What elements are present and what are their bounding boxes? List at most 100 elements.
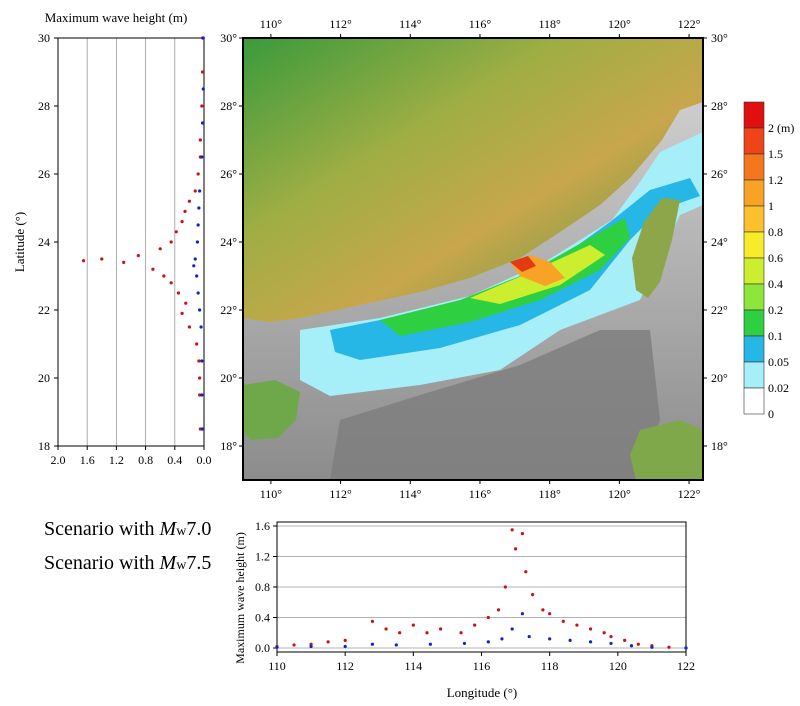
longitude-data-point — [370, 642, 375, 646]
longitude-data-point — [609, 641, 613, 646]
latitude-x-tick-label: 1.2 — [109, 453, 124, 467]
longitude-data-point — [459, 631, 463, 635]
colorbar-cell — [743, 283, 765, 311]
colorbar: 2 (m) 1.5 1.2 1 0.8 0.6 0.4 0.2 0.1 0.05 0.02 0 — [743, 101, 794, 421]
longitude-panel-x-ticks: 110 112 114 116 118 120 122 — [268, 652, 695, 673]
latitude-data-point — [200, 427, 205, 431]
colorbar-label: 0.6 — [768, 251, 783, 265]
hainan-island — [243, 380, 300, 440]
taiwan-island — [632, 198, 680, 298]
legend-s1-val: 7.0 — [186, 518, 212, 540]
latitude-panel-grid — [86, 38, 176, 446]
latitude-data-point — [201, 87, 205, 91]
longitude-data-point — [309, 642, 313, 646]
longitude-data-point — [548, 637, 552, 641]
latitude-y-tick-label: 28 — [38, 99, 50, 113]
latitude-data-point — [195, 274, 199, 278]
map-right-tick-label: 24° — [711, 235, 728, 249]
map-bottom-tick-label: 122° — [678, 487, 701, 501]
longitude-data-point — [609, 634, 613, 639]
latitude-data-point — [198, 308, 202, 312]
map-top-tick-label: 122° — [678, 17, 701, 31]
latitude-axis-label: Latitude (°) — [12, 212, 27, 272]
colorbar-cell — [743, 257, 765, 285]
latitude-data-point — [169, 281, 173, 285]
longitude-data-point — [496, 608, 501, 612]
colorbar-cell — [743, 309, 765, 337]
latitude-profile-panel: Maximum wave height (m) 2.0 1.6 1.2 0.8 0.4 0… — [12, 10, 212, 467]
latitude-data-point — [180, 220, 184, 224]
longitude-data-point — [425, 631, 429, 635]
latitude-panel-frame — [57, 37, 205, 447]
latitude-data-point — [162, 274, 166, 278]
tsunami-source-core — [510, 256, 536, 272]
longitude-data-point — [636, 642, 640, 646]
colorbar-label: 0.05 — [768, 355, 789, 369]
colorbar-label: 2 (m) — [768, 121, 794, 135]
map-right-tick-label: 30° — [711, 31, 728, 45]
map-right-tick-label: 28° — [711, 99, 728, 113]
longitude-data-point — [503, 585, 507, 589]
latitude-data-point — [200, 393, 204, 397]
latitude-y-tick-label: 30 — [38, 31, 50, 45]
colorbar-cell — [743, 361, 765, 389]
latitude-data-point — [196, 223, 200, 227]
longitude-data-point — [510, 627, 514, 631]
latitude-data-point — [200, 121, 205, 125]
map-left-tick-label: 26° — [220, 167, 237, 181]
map-bottom-tick-label: 118° — [538, 487, 561, 501]
map-top-tick-label: 120° — [608, 17, 631, 31]
longitude-data-point — [439, 627, 443, 631]
longitude-data-point — [326, 640, 330, 644]
map-left-tick-label: 28° — [220, 99, 237, 113]
colorbar-cell — [743, 127, 765, 155]
colorbar-cell — [743, 153, 765, 181]
latitude-y-tick-label: 22 — [38, 303, 50, 317]
longitude-profile-panel: 110 112 114 116 118 120 122 0.0 0.4 0.8 1.2 1.6 Lo… — [233, 519, 695, 700]
longitude-y-tick-label: 0.8 — [255, 580, 270, 594]
longitude-data-point — [548, 612, 552, 616]
latitude-data-point — [136, 254, 140, 258]
colorbar-cell — [743, 335, 765, 363]
latitude-data-point — [169, 240, 173, 244]
map-right-tick-label: 18° — [711, 439, 728, 453]
longitude-data-point — [531, 593, 535, 597]
map-panel: 110° 112° 114° 116° 118° 120° 122° 110° 112° 114°… — [220, 17, 728, 501]
longitude-data-point — [602, 631, 606, 635]
latitude-data-point — [151, 267, 155, 271]
latitude-data-point — [193, 257, 197, 261]
map-top-tick-label: 114° — [399, 17, 422, 31]
mainland-land — [243, 38, 703, 322]
latitude-data-point — [100, 257, 104, 261]
latitude-data-point — [81, 259, 86, 263]
latitude-data-point — [198, 393, 202, 397]
legend-s2-mag: M — [159, 552, 177, 574]
legend-scenario-mw75: Scenario with Mw7.5 — [44, 552, 211, 575]
longitude-x-tick-label: 120 — [609, 659, 627, 673]
longitude-x-tick-label: 116 — [473, 659, 491, 673]
longitude-data-point — [275, 645, 279, 649]
colorbar-label: 1.5 — [768, 147, 783, 161]
longitude-data-point — [486, 615, 490, 620]
colorbar-cells — [743, 101, 765, 415]
map-left-tick-label: 18° — [220, 439, 237, 453]
longitude-data-point — [473, 623, 477, 627]
legend-s2-sub: w — [176, 558, 187, 573]
latitude-data-point — [196, 291, 200, 295]
longitude-panel-grid — [277, 525, 686, 649]
latitude-data-point — [200, 70, 205, 74]
map-bottom-tick-label: 114° — [399, 487, 422, 501]
latitude-data-point — [183, 209, 187, 213]
latitude-y-tick-label: 20 — [38, 371, 50, 385]
latitude-data-point — [198, 189, 202, 193]
longitude-data-point — [462, 641, 467, 646]
longitude-data-point — [384, 627, 388, 631]
longitude-data-point — [428, 642, 432, 646]
latitude-data-point — [195, 240, 200, 244]
wave-height-axis-label: Maximum wave height (m) — [233, 532, 247, 664]
colorbar-cell — [743, 179, 765, 207]
latitude-data-point — [197, 206, 201, 210]
map-right-tick-label: 26° — [711, 167, 728, 181]
longitude-data-point — [394, 643, 398, 647]
